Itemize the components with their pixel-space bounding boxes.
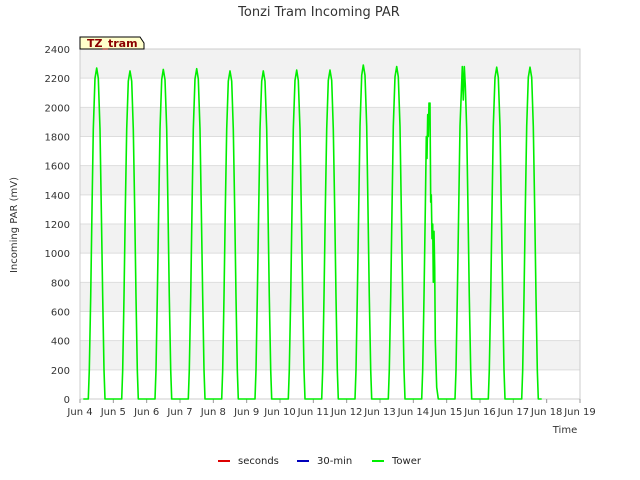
y-tick-label: 1200 xyxy=(45,220,70,231)
tag-label: TZ_tram xyxy=(87,37,138,50)
legend-label: seconds xyxy=(238,456,279,467)
x-tick-label: Jun 11 xyxy=(297,407,330,418)
y-tick-label: 2400 xyxy=(45,45,70,56)
x-tick-label: Jun 8 xyxy=(200,407,226,418)
x-tick-label: Jun 14 xyxy=(397,407,430,418)
y-axis-label: Incoming PAR (mV) xyxy=(9,177,20,273)
x-tick-label: Jun 15 xyxy=(430,407,463,418)
x-tick-label: Jun 12 xyxy=(330,407,363,418)
legend-item-30-min: 30-min xyxy=(297,456,352,467)
y-tick-label: 1800 xyxy=(45,133,70,144)
y-tick-label: 0 xyxy=(64,395,70,406)
x-tick-label: Jun 7 xyxy=(166,407,192,418)
y-tick-label: 800 xyxy=(51,278,70,289)
y-tick-label: 2200 xyxy=(45,74,70,85)
legend-label: 30-min xyxy=(317,456,352,467)
legend-item-tower: Tower xyxy=(372,456,422,467)
x-tick-label: Jun 13 xyxy=(363,407,396,418)
background-band xyxy=(80,340,580,370)
plot-area xyxy=(79,48,581,400)
x-tick-label: Jun 10 xyxy=(263,407,296,418)
x-tick-label: Jun 6 xyxy=(133,407,159,418)
x-tick-label: Jun 5 xyxy=(100,407,126,418)
x-tick-label: Jun 4 xyxy=(66,407,92,418)
y-tick-label: 600 xyxy=(51,308,70,319)
y-tick-label: 1400 xyxy=(45,191,70,202)
x-tick-label: Jun 19 xyxy=(563,407,596,418)
legend: seconds 30-min Tower xyxy=(218,456,422,467)
y-axis: 0 200 400 600 800 1000 1200 1400 1600 1800 2000 220… xyxy=(45,45,70,406)
x-tick-label: Jun 16 xyxy=(463,407,496,418)
background-band xyxy=(80,107,580,137)
chart-title: Tonzi Tram Incoming PAR xyxy=(237,5,400,20)
gridlines xyxy=(80,48,580,400)
legend-label: Tower xyxy=(391,456,422,467)
y-tick-label: 1000 xyxy=(45,249,70,260)
x-axis-label: Time xyxy=(552,425,577,436)
tag-box: TZ_tram xyxy=(79,36,145,50)
background-band xyxy=(80,282,580,312)
tag-box-shape xyxy=(79,36,145,50)
legend-item-seconds: seconds xyxy=(218,456,279,467)
series-line-tower xyxy=(83,64,542,400)
y-tick-label: 400 xyxy=(51,337,70,348)
background-band xyxy=(80,165,580,195)
x-tick-label: Jun 9 xyxy=(233,407,259,418)
background-bands xyxy=(80,49,580,370)
series-layer xyxy=(83,64,542,400)
x-tick-label: Jun 17 xyxy=(497,407,530,418)
y-tick-label: 1600 xyxy=(45,162,70,173)
x-axis: Jun 4 Jun 5 Jun 6 Jun 7 Jun 8 Jun 9 Jun 10 Jun … xyxy=(66,399,596,418)
x-tick-label: Jun 18 xyxy=(530,407,563,418)
background-band xyxy=(80,224,580,254)
y-tick-label: 200 xyxy=(51,366,70,377)
y-tick-label: 2000 xyxy=(45,103,70,114)
